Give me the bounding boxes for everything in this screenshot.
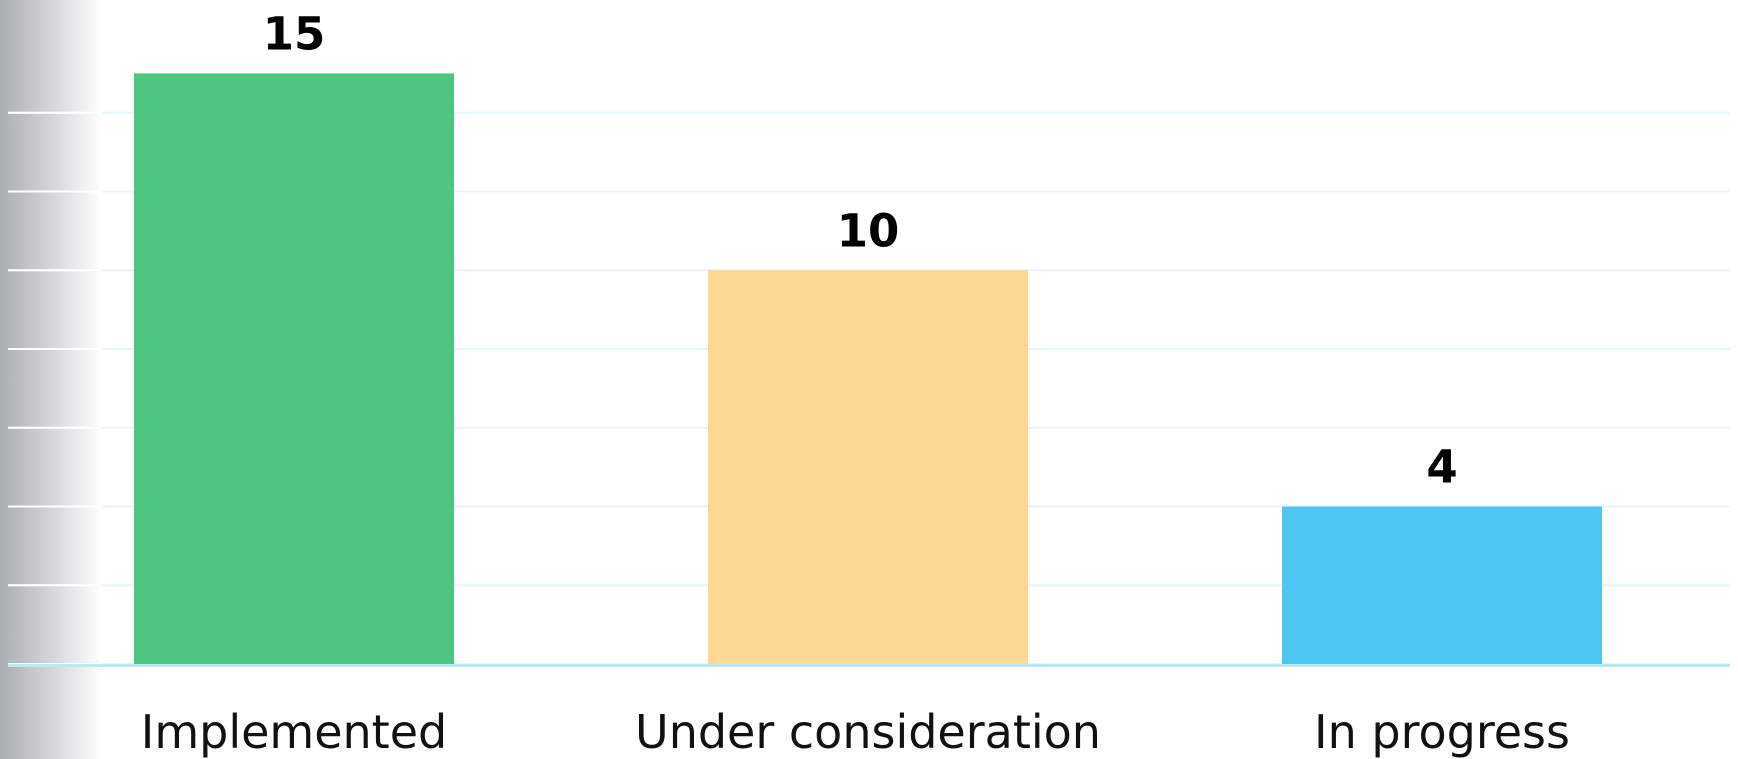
bar-under-consideration: [708, 270, 1028, 664]
data-label: 15: [263, 7, 326, 60]
category-label: Implemented: [141, 705, 447, 759]
data-labels: 15 10 4: [263, 7, 1458, 493]
data-label: 4: [1426, 441, 1457, 494]
bar-implemented: [134, 73, 454, 664]
category-labels: Implemented Under consideration In progres…: [141, 705, 1570, 759]
bars: [134, 73, 1602, 664]
data-label: 10: [837, 204, 900, 257]
category-label: In progress: [1314, 705, 1570, 759]
category-label: Under consideration: [635, 705, 1101, 759]
bar-in-progress: [1282, 506, 1602, 664]
left-shaded-strip: [0, 0, 102, 759]
